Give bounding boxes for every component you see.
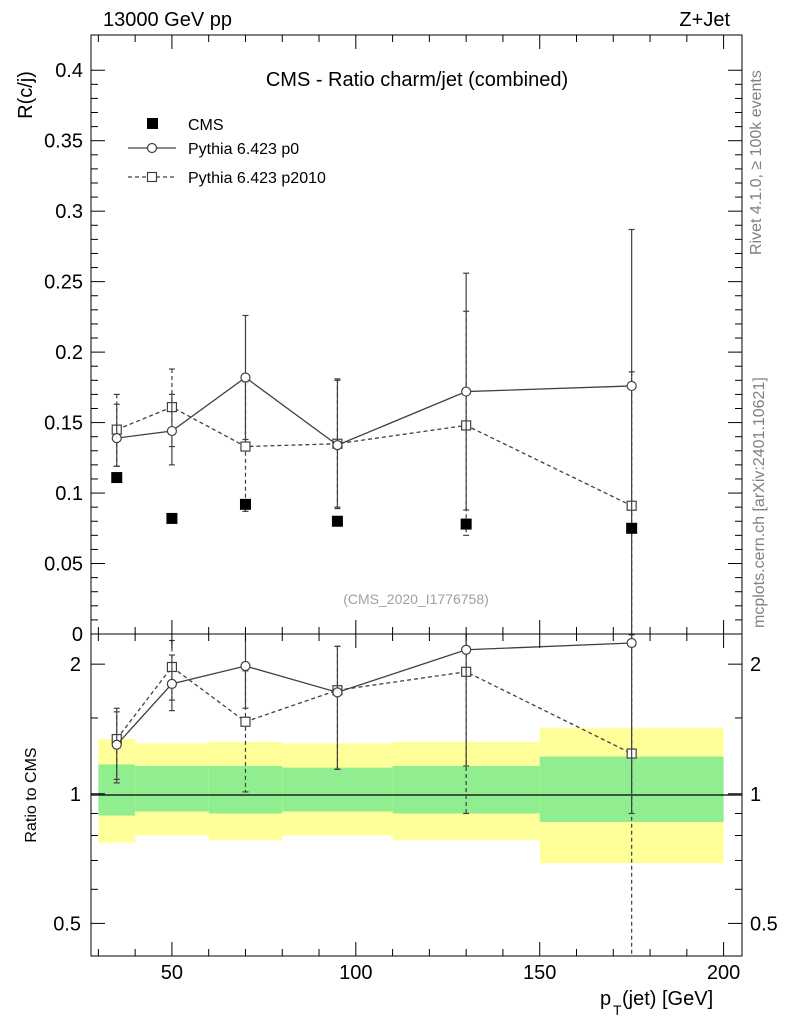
main-pythia-p0-point [240, 372, 251, 383]
ratio-frame [90, 633, 743, 957]
ratio-pythia-p0-point [111, 739, 122, 750]
header-beam-energy: 13000 GeV pp [103, 9, 232, 31]
x-axis-label-rest: (jet) [GeV] [622, 988, 713, 1010]
ratio-y-axis-label: Ratio to CMS [23, 747, 40, 842]
ratio-series [111, 634, 637, 956]
legend-p2010-label: Pythia 6.423 p2010 [188, 170, 326, 187]
ratio-pythia-p2010-point [240, 716, 251, 727]
main-cms-point [331, 515, 343, 527]
ratio-x-tick-label: 150 [523, 962, 556, 984]
x-axis-label: p T (jet) [GeV] [600, 988, 713, 1018]
header-process: Z+Jet [679, 9, 730, 31]
legend-entry-pythia-p2010: Pythia 6.423 p2010 [128, 170, 326, 187]
main-y-axis-label: R(c/j) [15, 71, 37, 119]
main-pythia-p0-point [332, 440, 343, 451]
ratio-y-tick-label-right: 1 [750, 784, 761, 806]
main-pythia-p0-point [111, 432, 122, 444]
ratio-panel: 0.5 0.5 1 1 2 2 50 100 150 200 Ratio to CMS p T … [23, 633, 778, 1018]
main-cms-point [239, 498, 251, 510]
main-y-tick-label: 0.3 [55, 201, 83, 223]
legend-p2010-marker [146, 171, 158, 183]
analysis-watermark: (CMS_2020_I1776758) [343, 591, 489, 607]
main-panel: CMS - Ratio charm/jet (combined) (CMS_20… [15, 34, 743, 646]
main-pythia-p0-point [166, 425, 178, 437]
x-axis-label-subscript: T [613, 1002, 622, 1018]
main-y-tick-label: 0.05 [44, 554, 83, 576]
legend-entry-cms: CMS [147, 117, 224, 134]
main-y-tick-label: 0.35 [44, 131, 83, 153]
main-pythia-p0-line [116, 376, 632, 446]
main-pythia-p2010-line [116, 406, 632, 507]
ratio-stat-uncertainty-band [208, 766, 283, 814]
main-title: CMS - Ratio charm/jet (combined) [266, 69, 568, 91]
ratio-y-tick-label-right: 2 [750, 654, 761, 676]
ratio-stat-uncertainty-band [135, 766, 209, 812]
main-y-tick-label: 0.1 [55, 483, 83, 505]
rivet-version-label: Rivet 4.1.0, ≥ 100k events [748, 70, 765, 255]
ratio-x-tick-label: 100 [339, 962, 372, 984]
ratio-y-tick-label: 2 [70, 654, 81, 676]
main-y-tick-label: 0.4 [55, 60, 83, 82]
ratio-pythia-p2010-line [116, 666, 632, 755]
main-y-tick-label: 0 [72, 624, 83, 646]
legend-entry-pythia-p0: Pythia 6.423 p0 [128, 141, 299, 158]
mcplots-label: mcplots.cern.ch [arXiv:2401.10621] [751, 377, 768, 628]
main-y-tick-label: 0.15 [44, 413, 83, 435]
ratio-y-tick-label-right: 0.5 [750, 913, 778, 935]
main-y-tick-label: 0.2 [55, 342, 83, 364]
ratio-y-tick-label: 0.5 [53, 913, 81, 935]
ratio-pythia-p0-point [626, 637, 637, 649]
ratio-x-tick-label: 200 [707, 962, 740, 984]
ratio-pythia-p0-point [166, 678, 178, 689]
ratio-x-tick-label: 50 [161, 962, 183, 984]
legend-p0-marker [146, 142, 158, 154]
ratio-pythia-p0-line [116, 642, 632, 746]
ratio-pythia-p0-point [461, 644, 472, 655]
main-pythia-p2010-point [240, 441, 251, 452]
ratio-uncertainty-bands [98, 728, 724, 864]
legend-cms-label: CMS [188, 117, 224, 134]
ratio-y-ticks: 0.5 0.5 1 1 2 2 [53, 654, 778, 935]
legend: CMS Pythia 6.423 p0 Pythia 6.423 p2010 [128, 117, 326, 187]
x-axis-label-p: p [600, 988, 611, 1010]
ratio-pythia-p0-point [332, 687, 343, 698]
main-series [111, 228, 638, 634]
main-y-tick-label: 0.25 [44, 272, 83, 294]
legend-p0-label: Pythia 6.423 p0 [188, 141, 299, 158]
main-cms-point [460, 518, 472, 530]
main-cms-point [111, 472, 123, 484]
main-pythia-p0-point [626, 380, 637, 392]
main-cms-point [626, 522, 638, 534]
ratio-y-tick-label: 1 [70, 784, 81, 806]
main-pythia-p0-point [461, 386, 472, 397]
main-y-ticks: 0 0.05 0.1 0.15 0.2 0.25 0.3 0.35 0.4 [44, 35, 742, 646]
ratio-pythia-p0-point [240, 660, 251, 672]
main-cms-point [166, 512, 178, 524]
ratio-x-ticks: 50 100 150 200 [97, 634, 740, 984]
legend-cms-marker [147, 118, 158, 129]
ratio-stat-uncertainty-band [282, 767, 393, 812]
